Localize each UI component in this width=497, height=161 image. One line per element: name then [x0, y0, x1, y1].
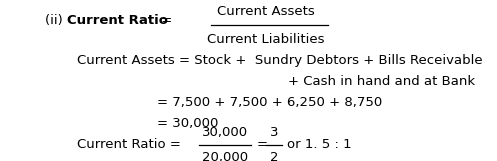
Text: (ii): (ii)	[45, 14, 67, 27]
Text: Current Assets = Stock +  Sundry Debtors + Bills Receivable: Current Assets = Stock + Sundry Debtors …	[77, 54, 483, 67]
Text: 30,000: 30,000	[202, 126, 248, 139]
Text: = 30,000: = 30,000	[157, 117, 218, 130]
Text: Current Assets: Current Assets	[217, 5, 315, 18]
Text: Current Ratio =: Current Ratio =	[77, 138, 181, 151]
Text: =: =	[157, 14, 172, 27]
Text: = 7,500 + 7,500 + 6,250 + 8,750: = 7,500 + 7,500 + 6,250 + 8,750	[157, 96, 382, 109]
Text: Current Ratio: Current Ratio	[67, 14, 168, 27]
Text: Current Liabilities: Current Liabilities	[207, 33, 325, 46]
Text: 2: 2	[270, 151, 279, 161]
Text: 3: 3	[270, 126, 279, 139]
Text: + Cash in hand and at Bank: + Cash in hand and at Bank	[288, 75, 476, 88]
Text: or 1. 5 : 1: or 1. 5 : 1	[287, 138, 351, 151]
Text: 20,000: 20,000	[202, 151, 248, 161]
Text: =: =	[256, 138, 267, 151]
